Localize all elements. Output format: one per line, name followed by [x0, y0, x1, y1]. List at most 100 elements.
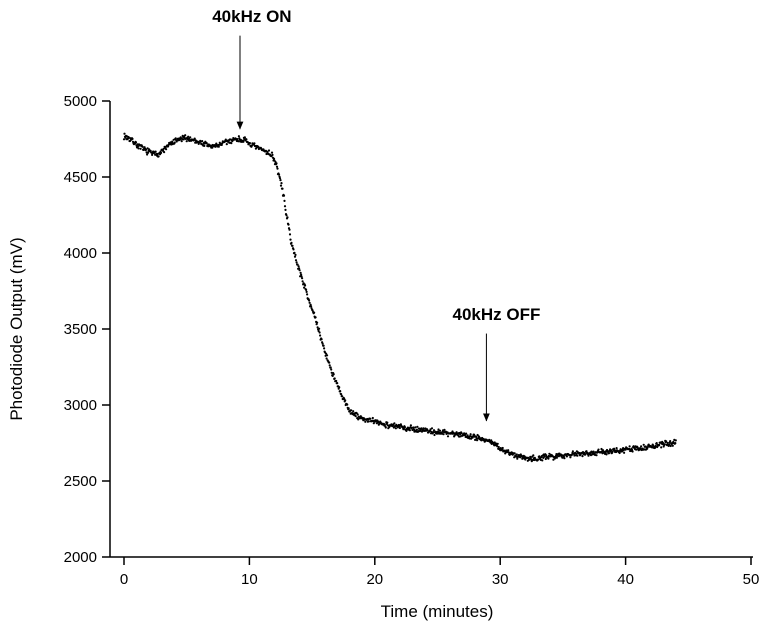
data-point: [543, 455, 546, 458]
x-axis-label: Time (minutes): [381, 602, 494, 621]
data-point: [310, 305, 313, 308]
data-point: [325, 357, 328, 360]
data-point: [338, 386, 341, 389]
data-point: [398, 426, 401, 430]
data-point: [283, 205, 287, 208]
data-point: [501, 446, 504, 450]
data-point: [298, 269, 301, 272]
data-point: [139, 147, 142, 150]
data-point: [383, 423, 386, 426]
data-point: [225, 143, 228, 146]
data-point: [185, 140, 188, 143]
data-point: [173, 141, 176, 144]
data-point: [299, 271, 302, 274]
data-point: [605, 453, 608, 456]
data-point: [405, 429, 408, 432]
data-point: [205, 142, 208, 145]
data-point: [524, 458, 527, 461]
data-point: [542, 456, 545, 459]
data-point: [335, 379, 338, 383]
data-point: [189, 136, 192, 139]
x-tick-label: 30: [492, 571, 509, 588]
data-point: [237, 140, 240, 143]
data-point: [446, 435, 450, 438]
data-point: [466, 434, 469, 437]
data-point: [562, 455, 566, 458]
data-point: [137, 147, 140, 150]
data-point: [266, 150, 269, 154]
data-point: [430, 427, 434, 430]
data-point: [615, 447, 618, 450]
data-point: [320, 338, 323, 341]
data-point: [288, 228, 291, 231]
annotation-label: 40kHz ON: [212, 7, 291, 26]
data-point: [331, 374, 334, 377]
data-point: [584, 453, 587, 456]
data-point: [565, 455, 569, 458]
y-tick-label: 3000: [64, 397, 97, 414]
data-point: [280, 182, 283, 185]
data-point: [271, 153, 274, 156]
data-point: [330, 368, 333, 371]
data-point: [631, 450, 634, 453]
data-point: [293, 251, 296, 254]
data-points: [122, 132, 677, 463]
data-point: [282, 194, 286, 197]
data-point: [180, 140, 183, 143]
data-point: [279, 184, 283, 187]
data-point: [272, 157, 276, 160]
data-point: [347, 407, 350, 410]
data-point: [332, 373, 335, 376]
data-point: [585, 450, 588, 453]
data-point: [642, 443, 645, 446]
data-point: [298, 267, 301, 270]
data-point: [597, 448, 600, 451]
data-point: [276, 167, 279, 170]
data-point: [163, 151, 166, 154]
data-point: [364, 420, 367, 423]
data-point: [278, 177, 282, 180]
data-point: [665, 440, 668, 443]
data-point: [547, 457, 550, 460]
data-point: [147, 151, 150, 154]
data-point: [300, 273, 303, 276]
data-point: [157, 155, 160, 158]
data-point: [455, 431, 458, 434]
data-point: [217, 145, 220, 148]
data-point: [412, 426, 415, 429]
data-point: [184, 134, 187, 137]
data-point: [640, 445, 643, 448]
data-point: [211, 146, 214, 149]
data-point: [611, 450, 614, 453]
data-point: [293, 255, 297, 258]
data-point: [171, 140, 174, 143]
data-point: [253, 142, 256, 145]
data-point: [306, 293, 309, 296]
data-point: [301, 277, 304, 280]
data-point: [561, 456, 564, 459]
data-point: [289, 238, 292, 241]
data-point: [384, 426, 387, 429]
data-point: [237, 135, 240, 138]
data-point: [532, 454, 535, 457]
data-point: [367, 420, 370, 423]
data-point: [354, 415, 357, 418]
data-point: [668, 443, 671, 446]
data-point: [414, 426, 417, 429]
data-point: [308, 301, 311, 304]
data-point: [294, 253, 297, 256]
data-point: [469, 433, 472, 436]
data-point: [658, 443, 661, 447]
data-point: [341, 395, 344, 398]
data-point: [123, 132, 126, 135]
data-point: [322, 344, 325, 347]
data-point: [295, 261, 298, 264]
data-point: [154, 150, 157, 153]
data-point: [160, 151, 163, 154]
data-point: [660, 446, 663, 449]
data-point: [372, 422, 375, 425]
data-point: [581, 455, 584, 458]
data-point: [304, 284, 307, 287]
y-tick-label: 4000: [64, 245, 97, 262]
